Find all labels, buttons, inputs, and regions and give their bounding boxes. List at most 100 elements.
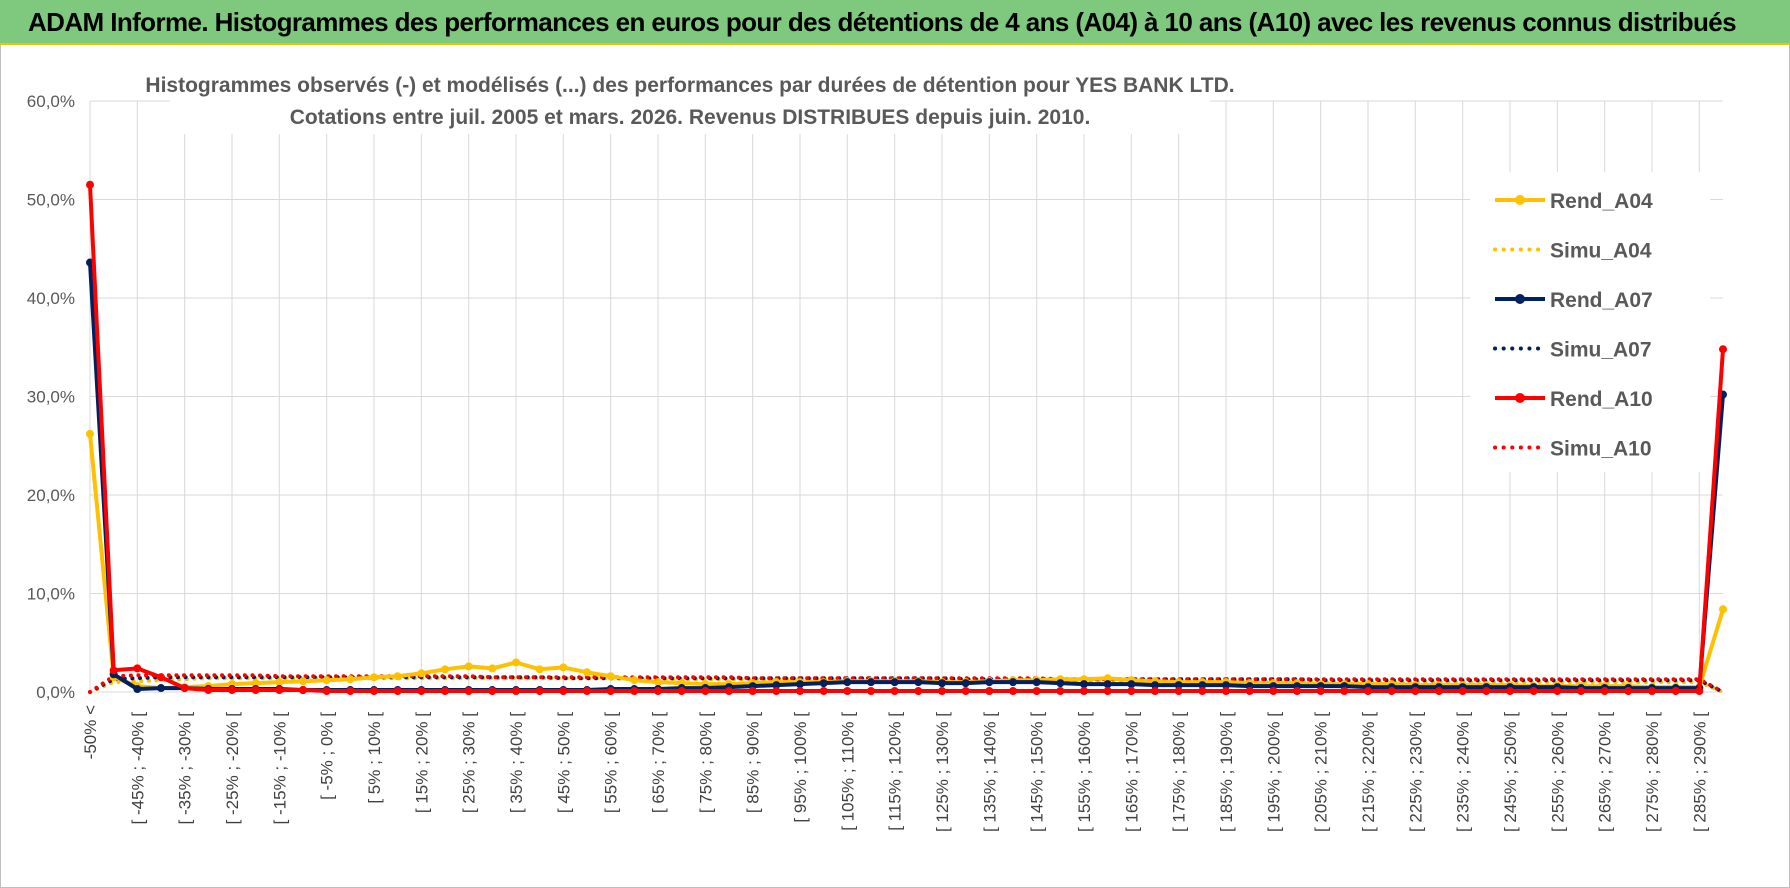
data-point [393,672,402,681]
data-point [251,686,260,695]
data-point [86,429,94,438]
data-point [393,687,402,696]
x-tick-label: [ 205% ; 210% [ [1312,712,1331,832]
data-point [1695,687,1704,696]
x-tick-label: [ 55% ; 60% [ [602,712,621,813]
data-point [441,665,449,674]
x-tick-label: [ 5% ; 10% [ [365,712,384,804]
x-tick-label: [ 125% ; 130% [ [933,712,952,832]
x-tick-label: [ -25% ; -20% [ [223,712,242,825]
data-point [890,678,899,687]
data-point [251,679,260,688]
y-tick-label: 40,0% [27,289,75,308]
legend: Rend_A04 Simu_A04 Rend_A07 Simu_A07 Rend_A10… [1470,172,1710,472]
data-point [1719,605,1727,614]
legend-item-Rend_A07: Rend_A07 [1495,289,1653,312]
x-tick-label: [ 225% ; 230% [ [1406,712,1425,832]
subtitle-line-2: Cotations entre juil. 2005 et mars. 2026… [290,106,1091,129]
series-Simu_A10 [88,673,1725,694]
data-point [1387,687,1396,696]
legend-item-Simu_A04: Simu_A04 [1493,240,1652,263]
x-tick-label: [ 35% ; 40% [ [507,712,526,813]
data-point [559,687,568,696]
series-line-Rend_A10 [88,184,1725,693]
x-tick-label: [ 165% ; 170% [ [1122,712,1141,832]
data-point [1364,687,1372,696]
series-Rend_A10 [86,180,1727,696]
x-tick-label: [ 145% ; 150% [ [1028,712,1047,832]
data-point [1151,681,1159,690]
data-point [1411,687,1420,696]
x-tick-label: [ 85% ; 90% [ [744,712,763,813]
x-tick-label: [ -45% ; -40% [ [128,712,147,825]
data-point [157,684,165,693]
legend-label: Simu_A07 [1550,339,1652,362]
x-tick-label: [ 95% ; 100% [ [791,712,810,823]
data-point [1577,687,1585,696]
data-point [1032,678,1041,687]
x-tick-label: -50% < [81,705,100,759]
x-tick-label: [ 255% ; 260% [ [1548,712,1567,832]
data-point [1269,687,1278,696]
data-point [1080,680,1088,689]
data-point [1624,687,1633,696]
data-point [1529,687,1538,696]
data-point [677,687,686,696]
data-point [370,687,378,696]
y-tick-label: 10,0% [27,585,75,604]
x-tick-label: [ 45% ; 50% [ [554,712,573,813]
x-tick-label: [ 275% ; 280% [ [1643,712,1662,832]
report-title: ADAM Informe. Histogrammes des performan… [28,7,1737,37]
legend-marker [1515,294,1525,304]
data-point [1316,687,1325,696]
legend-marker [1515,195,1525,205]
data-point [441,687,449,696]
data-point [606,672,615,681]
legend-item-Simu_A10: Simu_A10 [1493,438,1652,461]
data-point [819,679,828,688]
data-point [1151,687,1159,696]
data-point [417,687,426,696]
data-point [1222,681,1230,690]
x-tick-label: [ -15% ; -10% [ [270,712,289,825]
x-tick-label: [ 105% ; 110% [ [838,712,857,831]
x-tick-label: [ 245% ; 250% [ [1501,712,1520,832]
data-point [1103,680,1112,689]
data-point [630,687,639,696]
data-point [133,664,142,673]
data-point [228,686,236,695]
data-point [464,662,473,671]
data-point [1127,687,1136,696]
x-tick-label: [ 25% ; 30% [ [460,712,479,813]
data-point [1056,679,1065,688]
x-tick-label: [ 155% ; 160% [ [1075,712,1094,832]
data-point [346,687,355,696]
data-point [535,687,544,696]
chart-subtitle: Histogrammes observés (-) et modélisés (… [145,64,1235,134]
x-tick-label: [ 265% ; 270% [ [1596,712,1615,832]
x-tick-label: [ -5% ; 0% [ [318,712,337,800]
x-tick-label: [ 75% ; 80% [ [696,712,715,813]
subtitle-background [170,64,1210,134]
data-point [961,679,970,688]
data-point [772,687,781,696]
data-point [488,664,497,673]
y-tick-label: 30,0% [27,388,75,407]
data-point [1032,687,1041,696]
data-point [1127,680,1136,689]
data-point [985,687,994,696]
data-point [1648,687,1656,696]
data-point [1671,687,1680,696]
data-point [1293,687,1301,696]
series-lines [86,180,1727,696]
legend-label: Simu_A10 [1550,438,1652,461]
data-point [1340,687,1349,696]
legend-label: Simu_A04 [1550,240,1652,263]
data-point [1553,687,1562,696]
data-point [488,687,497,696]
data-point [725,687,733,696]
legend-label: Rend_A07 [1550,289,1653,312]
x-tick-label: [ 175% ; 180% [ [1170,712,1189,832]
legend-marker [1515,393,1525,403]
